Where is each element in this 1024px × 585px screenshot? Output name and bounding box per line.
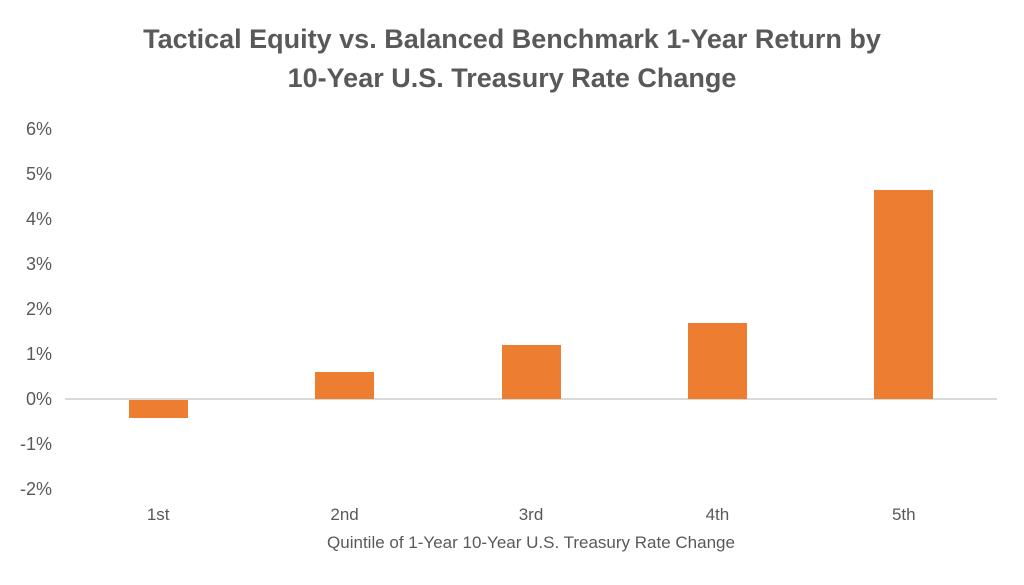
- chart-title-line-2: 10-Year U.S. Treasury Rate Change: [287, 63, 737, 93]
- y-axis-tick-label: 0%: [25, 389, 52, 409]
- y-axis-tick-label: -2%: [19, 479, 52, 499]
- x-axis-tick-label: 2nd: [330, 505, 359, 524]
- chart-title: Tactical Equity vs. Balanced Benchmark 1…: [0, 20, 1024, 98]
- bar-4th: [687, 322, 747, 399]
- y-axis-tick-label: 4%: [25, 209, 52, 229]
- x-axis-tick-label: 1st: [146, 505, 170, 524]
- bar-3rd: [501, 345, 561, 399]
- x-axis-tick-label: 3rd: [518, 505, 544, 524]
- x-axis-title: Quintile of 1-Year 10-Year U.S. Treasury…: [327, 533, 735, 552]
- chart-title-line-1: Tactical Equity vs. Balanced Benchmark 1…: [143, 24, 881, 54]
- x-axis-tick-label: 4th: [705, 505, 730, 524]
- y-axis-tick-label: 1%: [25, 344, 52, 364]
- y-axis-tick-label: 6%: [25, 119, 52, 139]
- x-axis-tick-label: 5th: [891, 505, 916, 524]
- y-axis-tick-label: -1%: [19, 434, 52, 454]
- y-axis-tick-label: 5%: [25, 164, 52, 184]
- bar-5th: [874, 189, 934, 399]
- bar-1st: [128, 400, 188, 418]
- y-axis-tick-label: 2%: [25, 299, 52, 319]
- y-axis-tick-label: 3%: [25, 254, 52, 274]
- zero-gridline: [65, 398, 997, 400]
- bar-2nd: [315, 372, 375, 399]
